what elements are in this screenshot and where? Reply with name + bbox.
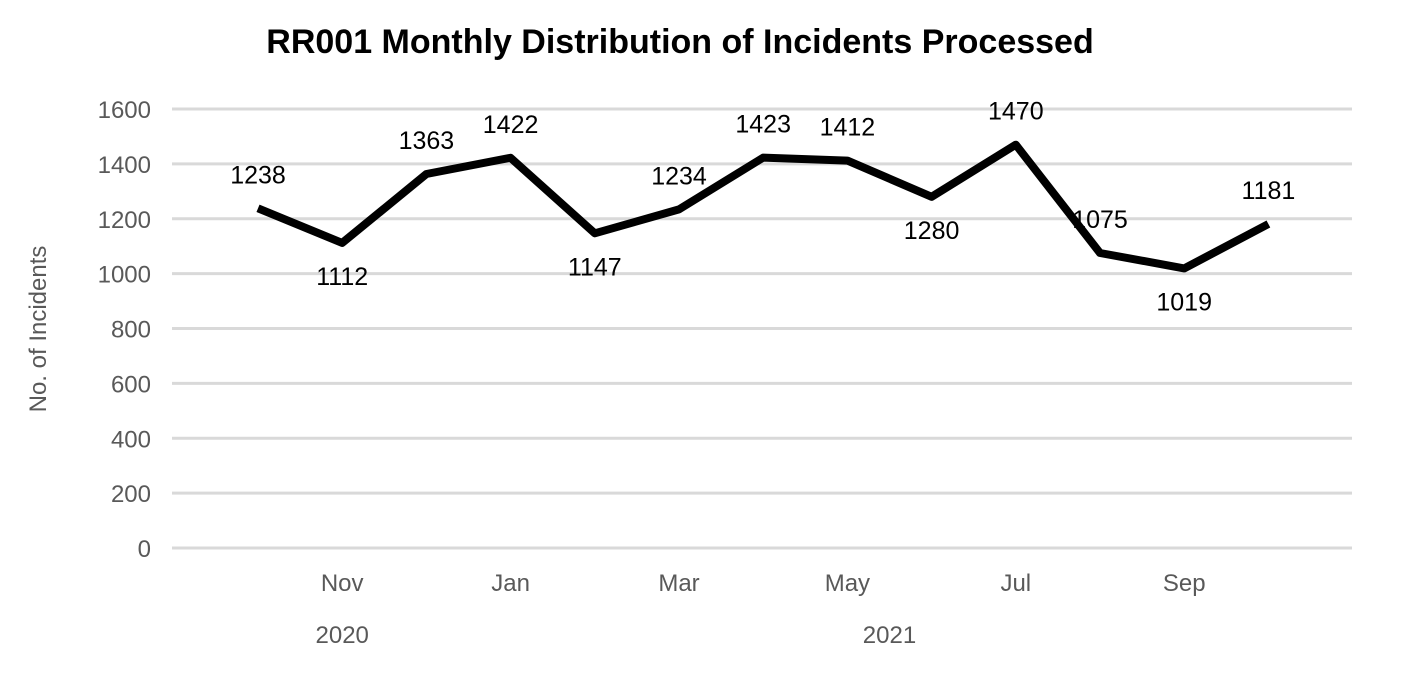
gridlines bbox=[172, 107, 1352, 550]
y-tick-label-0: 0 bbox=[138, 536, 151, 563]
data-label-2021-03: 1234 bbox=[651, 162, 707, 190]
data-label-2021-06: 1280 bbox=[904, 217, 960, 245]
data-label-2021-08: 1075 bbox=[1072, 206, 1128, 234]
data-label-2021-10: 1181 bbox=[1242, 177, 1296, 205]
data-label-2021-02: 1147 bbox=[568, 253, 622, 281]
series-line-0 bbox=[256, 140, 1271, 273]
y-tick-label-200: 200 bbox=[111, 481, 151, 508]
year-label-2021: 2021 bbox=[863, 622, 916, 649]
data-label-2020-11: 1112 bbox=[316, 263, 368, 291]
y-tick-label-800: 800 bbox=[111, 317, 151, 344]
y-axis-ticks: 0 200 400 600 800 1000 1200 1400 1600 bbox=[98, 97, 151, 563]
data-label-2021-07: 1470 bbox=[988, 98, 1044, 126]
data-label-2021-05: 1412 bbox=[820, 114, 876, 142]
x-tick-label-nov: Nov bbox=[321, 570, 364, 597]
y-tick-label-1600: 1600 bbox=[98, 97, 151, 124]
chart-title: RR001 Monthly Distribution of Incidents … bbox=[266, 23, 1093, 61]
data-label-2021-01: 1422 bbox=[483, 111, 539, 139]
x-tick-label-mar: Mar bbox=[658, 570, 699, 597]
x-axis-ticks: Nov Jan Mar May Jul Sep 2020 2021 bbox=[316, 570, 1206, 649]
x-tick-label-sep: Sep bbox=[1163, 570, 1206, 597]
data-labels: 1238 1112 1363 1422 1147 1234 1423 1412 1280 1470… bbox=[230, 98, 1295, 317]
x-tick-label-jul: Jul bbox=[1000, 570, 1031, 597]
y-tick-label-1000: 1000 bbox=[98, 262, 151, 289]
y-tick-label-1200: 1200 bbox=[98, 207, 151, 234]
data-label-2021-04: 1423 bbox=[735, 111, 791, 139]
y-axis-label: No. of Incidents bbox=[25, 246, 52, 413]
year-label-2020: 2020 bbox=[316, 622, 369, 649]
y-tick-label-1400: 1400 bbox=[98, 152, 151, 179]
y-tick-label-600: 600 bbox=[111, 371, 151, 398]
series-incidents bbox=[256, 140, 1271, 273]
data-label-2020-12: 1363 bbox=[399, 127, 455, 155]
y-tick-label-400: 400 bbox=[111, 426, 151, 453]
x-tick-label-jan: Jan bbox=[491, 570, 530, 597]
data-label-2020-10: 1238 bbox=[230, 161, 286, 189]
data-label-2021-09: 1019 bbox=[1156, 288, 1212, 316]
x-tick-label-may: May bbox=[825, 570, 870, 597]
